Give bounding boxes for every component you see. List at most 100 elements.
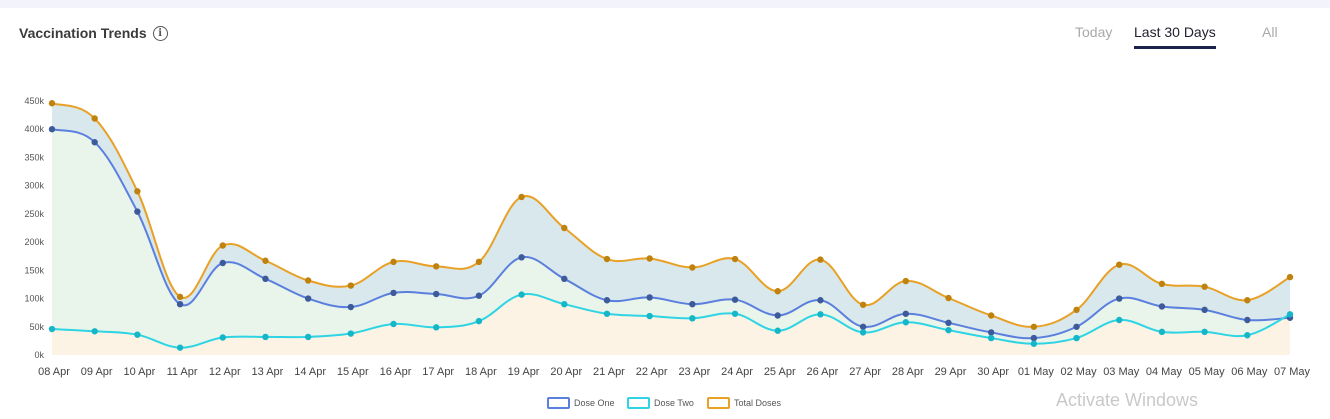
legend-label-total-doses: Total Doses: [734, 398, 782, 408]
point-total-doses: [91, 115, 98, 122]
tab-all[interactable]: All: [1262, 24, 1278, 40]
legend-swatch-dose-two: [627, 397, 650, 409]
point-dose-one: [603, 297, 611, 304]
point-dose-two: [1201, 328, 1208, 336]
point-dose-one: [134, 208, 141, 215]
point-total-doses: [731, 255, 739, 263]
point-total-doses: [134, 188, 141, 195]
point-dose-two: [1030, 340, 1038, 347]
x-tick-label: 06 May: [1231, 366, 1268, 378]
point-dose-two: [176, 344, 184, 351]
point-total-doses: [1201, 283, 1208, 290]
point-dose-two: [646, 312, 653, 320]
point-total-doses: [646, 255, 653, 262]
y-tick-label: 100k: [24, 294, 44, 304]
info-icon[interactable]: i: [152, 25, 168, 41]
point-dose-two: [817, 311, 824, 318]
point-total-doses: [859, 301, 867, 308]
point-dose-one: [304, 295, 312, 302]
x-tick-label: 08 Apr: [38, 366, 70, 378]
point-dose-two: [91, 328, 98, 335]
point-total-doses: [1244, 297, 1251, 304]
x-tick-label: 04 May: [1146, 366, 1183, 378]
legend-swatch-dose-one: [547, 397, 570, 409]
area-dose-two: [52, 293, 1290, 355]
x-tick-label: 27 Apr: [849, 366, 881, 378]
point-dose-two: [731, 310, 739, 317]
point-total-doses: [987, 312, 995, 319]
range-tabs: Today Last 30 Days All: [1060, 24, 1310, 49]
point-total-doses: [817, 256, 824, 263]
point-dose-one: [731, 296, 739, 303]
point-total-doses: [433, 263, 440, 270]
y-tick-label: 250k: [24, 209, 44, 219]
tab-today[interactable]: Today: [1075, 24, 1113, 40]
point-dose-one: [262, 275, 269, 282]
x-tick-label: 09 Apr: [81, 366, 113, 378]
point-total-doses: [1286, 273, 1294, 281]
y-tick-label: 350k: [24, 152, 44, 162]
y-tick-label: 0k: [34, 350, 44, 360]
point-dose-one: [859, 323, 867, 330]
point-dose-one: [561, 275, 568, 282]
point-dose-two: [48, 325, 56, 333]
activate-windows-watermark: Activate Windows: [1056, 390, 1199, 410]
point-total-doses: [1116, 261, 1123, 268]
x-tick-label: 20 Apr: [550, 366, 582, 378]
legend-swatch-total-doses: [707, 397, 730, 409]
point-dose-one: [1201, 306, 1208, 314]
x-tick-label: 17 Apr: [422, 366, 454, 378]
point-dose-two: [304, 333, 312, 341]
point-dose-one: [1030, 334, 1038, 342]
point-dose-one: [902, 310, 909, 317]
point-total-doses: [1030, 323, 1038, 330]
y-tick-label: 400k: [24, 124, 44, 134]
x-tick-label: 14 Apr: [294, 366, 326, 378]
x-tick-label: 21 Apr: [593, 366, 625, 378]
point-dose-two: [774, 327, 781, 334]
x-tick-label: 22 Apr: [636, 366, 668, 378]
point-dose-one: [646, 294, 653, 301]
legend-label-dose-one: Dose One: [574, 398, 615, 408]
point-dose-two: [689, 315, 696, 322]
x-tick-label: 05 May: [1189, 366, 1226, 378]
point-total-doses: [518, 193, 525, 201]
chart-title: Vaccination Trends: [19, 25, 147, 41]
point-dose-two: [1286, 311, 1294, 318]
point-total-doses: [262, 257, 269, 264]
point-dose-two: [1073, 334, 1080, 342]
area-total-doses: [52, 103, 1290, 355]
x-tick-label: 25 Apr: [764, 366, 796, 378]
top-strip: [0, 0, 1330, 8]
point-dose-one: [817, 297, 824, 304]
point-dose-two: [262, 333, 269, 341]
point-dose-one: [475, 292, 483, 299]
x-tick-label: 30 Apr: [977, 366, 1009, 378]
point-dose-two: [902, 319, 909, 326]
point-dose-one: [945, 319, 952, 327]
point-dose-two: [987, 334, 995, 342]
point-dose-two: [518, 291, 525, 298]
point-dose-one: [987, 329, 995, 336]
point-dose-one: [1116, 295, 1123, 302]
point-total-doses: [561, 224, 568, 232]
point-total-doses: [176, 293, 184, 301]
point-dose-one: [518, 254, 525, 261]
y-tick-label: 450k: [24, 96, 44, 106]
point-total-doses: [347, 282, 355, 289]
point-total-doses: [945, 294, 952, 302]
point-total-doses: [390, 258, 397, 266]
x-tick-label: 15 Apr: [337, 366, 369, 378]
point-total-doses: [774, 288, 781, 295]
point-total-doses: [1158, 280, 1166, 288]
legend-label-dose-two: Dose Two: [654, 398, 694, 408]
point-dose-one: [1158, 303, 1166, 310]
point-dose-one: [91, 139, 98, 146]
x-tick-label: 02 May: [1061, 366, 1098, 378]
point-dose-one: [390, 289, 397, 297]
point-total-doses: [689, 264, 696, 271]
tab-last-30-days[interactable]: Last 30 Days: [1134, 24, 1216, 49]
point-dose-two: [603, 310, 611, 317]
x-tick-label: 23 Apr: [678, 366, 710, 378]
